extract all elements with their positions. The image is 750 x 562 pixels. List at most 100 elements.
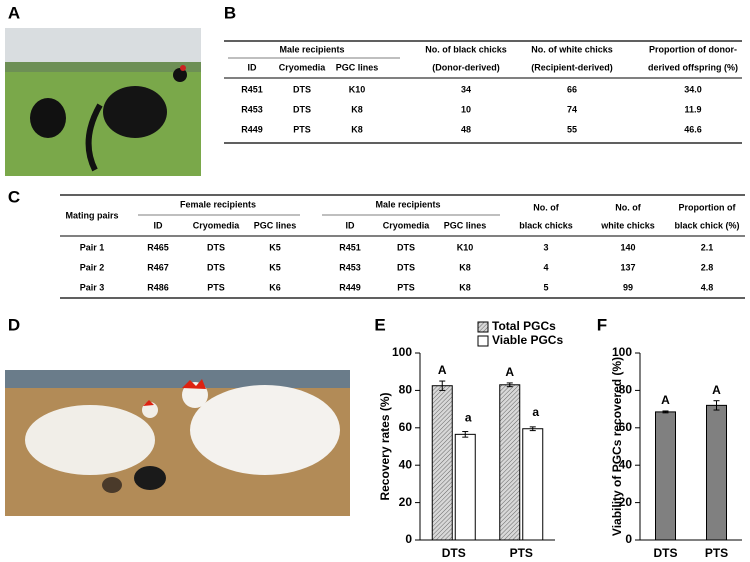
significance-letter: A [661, 393, 670, 407]
table-cell: 10 [461, 104, 471, 114]
table-cell: 74 [567, 104, 577, 114]
y-tick-label: 40 [399, 457, 413, 471]
column-header: ID [154, 220, 164, 230]
y-tick-label: 40 [619, 457, 633, 471]
y-axis-label: Recovery rates (%) [378, 392, 392, 500]
y-tick-label: 100 [392, 345, 412, 359]
significance-letter: a [465, 411, 472, 425]
table-cell: 48 [461, 124, 471, 134]
column-header: derived offspring (%) [648, 62, 738, 72]
table-cell: 3 [543, 242, 548, 252]
y-tick-label: 20 [619, 495, 633, 509]
table-cell: 34.0 [684, 84, 702, 94]
column-header: ID [346, 220, 356, 230]
table-cell: 137 [620, 262, 635, 272]
table-cell: PTS [207, 282, 225, 292]
table-cell: 4 [543, 262, 548, 272]
table-cell: PTS [397, 282, 415, 292]
photo-roosters [5, 28, 201, 176]
panel-label: D [8, 315, 20, 334]
x-tick-label: PTS [510, 546, 533, 560]
panel-label: B [224, 3, 236, 22]
column-header: No. of [615, 202, 641, 212]
y-tick-label: 20 [399, 495, 413, 509]
error-bar [439, 380, 446, 391]
table-cell: 34 [461, 84, 471, 94]
table-cell: 4.8 [701, 282, 714, 292]
table-cell: DTS [293, 104, 311, 114]
legend-label: Total PGCs [492, 319, 556, 333]
panel-label: E [374, 315, 385, 334]
legend-swatch [477, 321, 489, 333]
column-header: No. of black chicks [425, 44, 507, 54]
table-cell: R453 [339, 262, 361, 272]
legend-label: Viable PGCs [492, 333, 563, 347]
table-cell: K6 [269, 282, 281, 292]
y-tick-label: 80 [619, 383, 633, 397]
table-cell: 99 [623, 282, 633, 292]
table-cell: K5 [269, 262, 281, 272]
column-header: Cryomedia [279, 62, 327, 72]
y-tick-label: 100 [612, 345, 632, 359]
column-header: Cryomedia [193, 220, 241, 230]
table-cell: R465 [147, 242, 169, 252]
y-tick-label: 0 [625, 532, 632, 546]
table-cell: Pair 1 [80, 242, 105, 252]
table-cell: K10 [349, 84, 366, 94]
table-cell: R451 [241, 84, 263, 94]
table-cell: DTS [207, 242, 225, 252]
bar [499, 384, 521, 541]
column-header: No. of white chicks [531, 44, 613, 54]
bar [706, 404, 727, 541]
group-header: Male recipients [279, 44, 344, 54]
table-cell: 55 [567, 124, 577, 134]
column-header: No. of [533, 202, 559, 212]
table-cell: DTS [397, 262, 415, 272]
table-cell: K10 [457, 242, 474, 252]
group-header: Female recipients [180, 199, 256, 209]
table-cell: DTS [207, 262, 225, 272]
table-cell: 46.6 [684, 124, 702, 134]
significance-letter: A [712, 383, 721, 397]
column-header: black chick (%) [674, 220, 739, 230]
table-cell: K5 [269, 242, 281, 252]
bar [522, 428, 544, 541]
y-axis-label: Viability of PGCs recovered (%) [610, 357, 624, 536]
column-header: PGC lines [336, 62, 379, 72]
y-tick-label: 0 [405, 532, 412, 546]
panel-label: C [8, 187, 20, 206]
error-bar [462, 431, 469, 438]
table-cell: PTS [293, 124, 311, 134]
column-header: white chicks [600, 220, 655, 230]
column-header: PGC lines [254, 220, 297, 230]
bar [655, 411, 676, 541]
x-tick-label: DTS [654, 546, 678, 560]
error-bar [506, 382, 513, 388]
table-cell: 2.8 [701, 262, 714, 272]
table-cell: 5 [543, 282, 548, 292]
table-cell: R451 [339, 242, 361, 252]
error-bar [662, 410, 669, 414]
panel-label: A [8, 3, 20, 22]
table-cell: K8 [351, 124, 363, 134]
bar [431, 385, 453, 541]
column-header: black chicks [519, 220, 573, 230]
y-tick-label: 60 [399, 420, 413, 434]
corner-header: Mating pairs [65, 210, 118, 220]
significance-letter: A [505, 365, 514, 379]
error-bar [529, 426, 536, 432]
significance-letter: a [532, 405, 539, 419]
column-header: Proportion of donor- [649, 44, 737, 54]
table-cell: R453 [241, 104, 263, 114]
table-cell: 2.1 [701, 242, 714, 252]
photo-hens-chicks [5, 370, 350, 516]
column-header: Cryomedia [383, 220, 431, 230]
column-header: (Recipient-derived) [531, 62, 613, 72]
panel-label: F [597, 315, 607, 334]
y-tick-label: 80 [399, 383, 413, 397]
table-cell: 66 [567, 84, 577, 94]
legend-swatch [477, 335, 489, 347]
column-header: Proportion of [679, 202, 737, 212]
x-tick-label: PTS [705, 546, 728, 560]
group-header: Male recipients [375, 199, 440, 209]
